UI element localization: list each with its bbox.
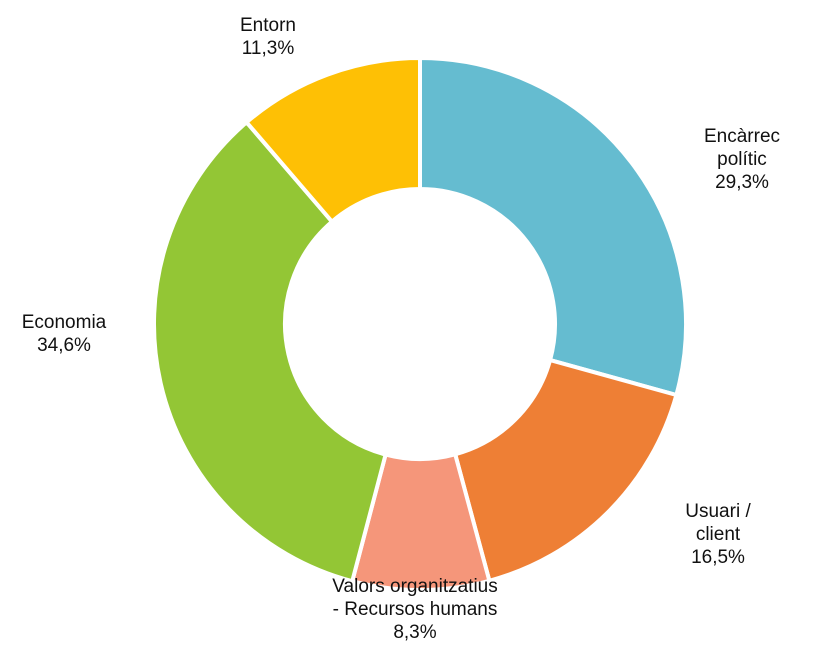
category-label: Entorn [240,15,296,36]
category-label: Economia [21,312,107,333]
donut-slice [418,55,688,398]
value-label: 8,3% [393,622,437,643]
category-label: Usuari / client [685,501,751,545]
slice-label: Encàrrec polític 29,3% [700,125,785,194]
donut-slice [243,55,422,225]
value-label: 34,6% [37,335,91,356]
value-label: 16,5% [691,547,745,568]
category-label: Valors organitzatius - Recursos humans [332,576,498,620]
slice-label: Economia 34,6% [22,311,107,357]
slice-label: Usuari / client 16,5% [664,500,773,569]
value-label: 11,3% [241,38,295,59]
category-label: Encàrrec polític [703,126,781,170]
slice-label: Entorn 11,3% [240,14,296,60]
donut-slice [152,119,389,584]
donut-slice [452,357,679,584]
value-label: 29,3% [715,172,769,193]
slice-label: Valors organitzatius - Recursos humans 8,… [332,575,497,644]
